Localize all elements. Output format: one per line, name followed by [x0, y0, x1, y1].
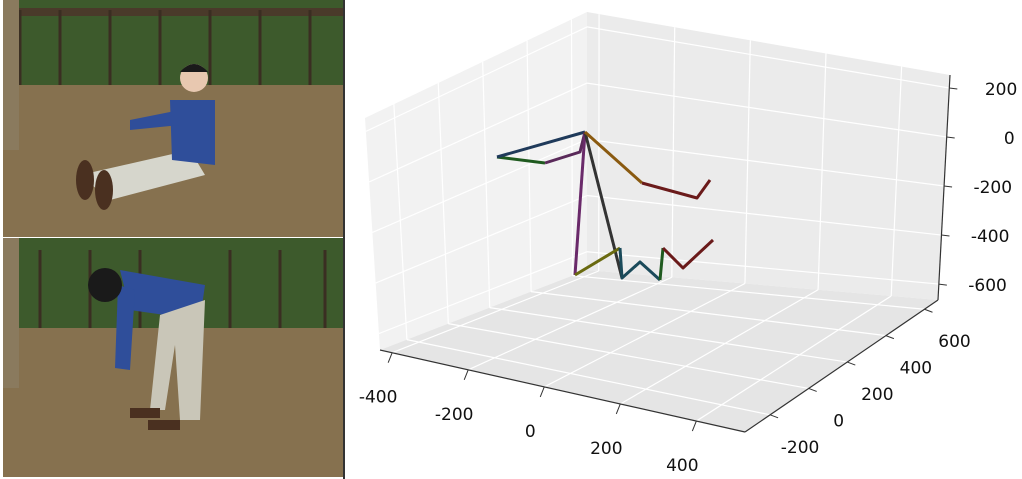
skeleton [496, 130, 715, 282]
tick-mark [847, 361, 856, 366]
grid-line [375, 194, 588, 284]
grid-line [543, 282, 746, 388]
grid-line [365, 26, 588, 132]
z-tick-label: -400 [971, 227, 1010, 247]
grid-line [586, 194, 942, 236]
x-tick-label: -200 [435, 405, 474, 425]
tick-mark [769, 414, 779, 419]
tick-mark [924, 308, 933, 313]
grid-line [586, 82, 947, 138]
grid-line [526, 40, 532, 292]
y-axis-line [744, 299, 939, 433]
tick-mark [615, 403, 621, 415]
grid-line [437, 82, 449, 324]
grid-line [393, 104, 408, 340]
tick-mark [808, 387, 817, 392]
y-tick-label: -200 [781, 438, 820, 458]
y-tick-label: 200 [861, 385, 893, 405]
z-tick-label: 200 [985, 80, 1017, 100]
tick-mark [463, 369, 469, 381]
grid-line [586, 26, 950, 89]
grid-line [489, 307, 848, 363]
grid-line [890, 66, 903, 297]
grid-line [744, 40, 751, 284]
back-pane [587, 12, 950, 300]
tick-mark [938, 283, 947, 286]
tick-mark [387, 352, 393, 363]
grid-line [671, 27, 676, 278]
grid-line [482, 61, 491, 308]
grid-line [406, 339, 771, 416]
grid-line [531, 291, 886, 337]
tick-mark [946, 136, 955, 139]
tick-mark [539, 386, 545, 398]
left-pane [365, 12, 587, 350]
photo-sitting [3, 0, 343, 237]
tick-mark [691, 420, 697, 432]
grid-line [378, 251, 588, 335]
tick-mark [944, 185, 953, 188]
grid-line [391, 270, 599, 354]
grid-line [696, 295, 892, 422]
axes-3d: -400 -200 0 200 400 -200 0 200 400 600 200 0 -200 -40… [359, 12, 1017, 476]
grid-line [586, 138, 945, 187]
grid-line [372, 138, 588, 234]
grid-line [467, 276, 673, 371]
x-tick-label: 400 [666, 456, 698, 476]
tick-mark [949, 87, 958, 90]
grid-line [368, 82, 588, 183]
tick-mark [941, 234, 950, 237]
grid-line [619, 289, 819, 405]
z-tick-label: -600 [968, 276, 1007, 296]
y-tick-label: 400 [900, 359, 932, 379]
grid-line [448, 323, 809, 390]
x-axis-line [379, 349, 746, 433]
grid-line [570, 19, 574, 276]
z-axis-line [937, 74, 951, 301]
z-tick-label: 0 [1004, 129, 1015, 149]
y-tick-label: 0 [833, 411, 844, 431]
tick-mark [885, 335, 895, 340]
x-tick-label: -400 [359, 388, 398, 408]
x-tick-label: 0 [525, 422, 536, 442]
grid-line [586, 251, 939, 285]
grid-line [572, 275, 925, 310]
divider [343, 0, 345, 479]
x-tick-label: 200 [590, 439, 622, 459]
y-tick-label: 600 [938, 332, 970, 352]
grid-line [817, 53, 827, 290]
floor-pane [380, 270, 938, 432]
z-tick-label: -200 [973, 178, 1012, 198]
photo-bending [3, 238, 343, 477]
